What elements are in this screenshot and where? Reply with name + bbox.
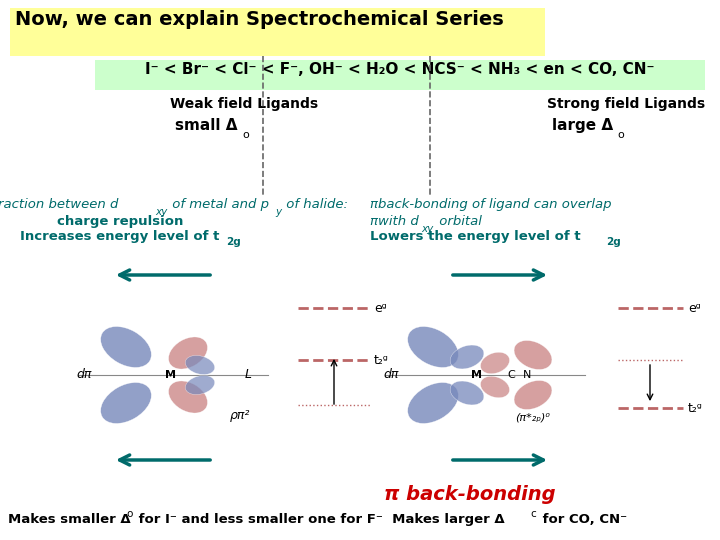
Ellipse shape [185,355,215,375]
Text: charge repulsion: charge repulsion [57,215,183,228]
Text: t₂ᵍ: t₂ᵍ [688,402,703,415]
Ellipse shape [168,337,207,369]
Text: raction between d: raction between d [0,198,118,211]
Text: M: M [472,370,482,380]
Ellipse shape [185,375,215,395]
Text: 2g: 2g [226,237,240,247]
Text: L: L [245,368,251,381]
FancyBboxPatch shape [10,8,545,56]
Text: c: c [530,509,536,519]
Ellipse shape [514,381,552,409]
Text: 2g: 2g [606,237,621,247]
Text: t₂ᵍ: t₂ᵍ [374,354,389,367]
Ellipse shape [408,327,459,367]
Ellipse shape [408,382,459,423]
Text: Now, we can explain Spectrochemical Series: Now, we can explain Spectrochemical Seri… [15,10,504,29]
Text: dπ: dπ [76,368,91,381]
Text: N: N [523,370,531,380]
Text: y: y [275,207,281,217]
Text: Lowers the energy level of t: Lowers the energy level of t [369,230,580,243]
Text: Weak field Ligands: Weak field Ligands [170,97,318,111]
Ellipse shape [480,376,510,397]
Text: orbital: orbital [435,215,482,228]
Text: for CO, CN⁻: for CO, CN⁻ [538,513,627,526]
Text: xy: xy [421,224,433,234]
Ellipse shape [480,352,510,374]
Text: Increases energy level of t: Increases energy level of t [20,230,220,243]
Text: eᵍ: eᵍ [688,301,701,314]
Text: for I⁻ and less smaller one for F⁻  Makes larger Δ: for I⁻ and less smaller one for F⁻ Makes… [134,513,505,526]
Text: ρπ²: ρπ² [230,408,251,422]
Ellipse shape [514,341,552,369]
Text: o: o [617,130,624,140]
Text: (π*₂ₚ)⁰: (π*₂ₚ)⁰ [515,412,550,422]
FancyBboxPatch shape [95,60,705,90]
Text: I⁻ < Br⁻ < Cl⁻ < F⁻, OH⁻ < H₂O < NCS⁻ < NH₃ < en < CO, CN⁻: I⁻ < Br⁻ < Cl⁻ < F⁻, OH⁻ < H₂O < NCS⁻ < … [145,62,654,77]
Text: πwith d: πwith d [370,215,419,228]
Text: Strong field Ligands: Strong field Ligands [547,97,705,111]
Ellipse shape [450,345,484,369]
Text: of metal and p: of metal and p [168,198,269,211]
Text: π back-bonding: π back-bonding [384,485,556,504]
Ellipse shape [450,381,484,405]
Text: M: M [164,370,176,380]
Text: C: C [507,370,515,380]
Text: o: o [126,509,132,519]
Text: of halide:: of halide: [282,198,348,211]
Ellipse shape [101,382,151,423]
Text: o: o [242,130,248,140]
Text: eᵍ: eᵍ [374,301,387,314]
Ellipse shape [101,327,151,367]
Text: xy: xy [155,207,167,217]
Ellipse shape [168,381,207,413]
Text: πback-bonding of ligand can overlap: πback-bonding of ligand can overlap [370,198,611,211]
Text: Makes smaller Δ: Makes smaller Δ [8,513,130,526]
Text: small Δ: small Δ [175,118,238,133]
Text: dπ: dπ [383,368,398,381]
Text: large Δ: large Δ [552,118,613,133]
